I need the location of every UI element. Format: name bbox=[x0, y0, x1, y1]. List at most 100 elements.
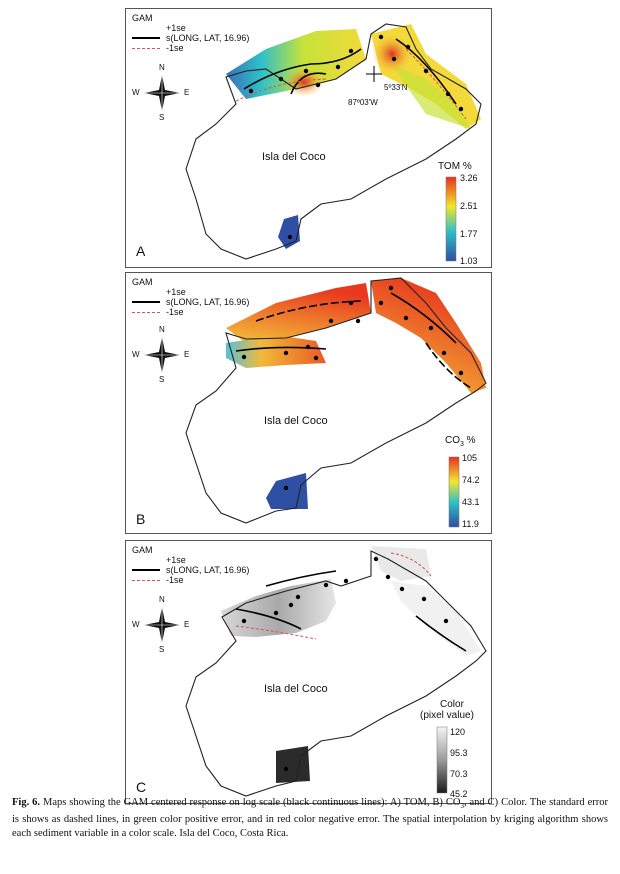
scale-label: 95.3 bbox=[450, 748, 468, 758]
kriging-surface bbox=[391, 581, 481, 656]
kriging-surface bbox=[266, 473, 308, 509]
compass-n: N bbox=[159, 325, 165, 334]
kriging-surface bbox=[221, 579, 336, 637]
color-scale-bar bbox=[445, 176, 457, 262]
legend-title: GAM bbox=[132, 545, 153, 555]
caption-label: Fig. 6. bbox=[12, 797, 41, 808]
coord-long: 87º03'W bbox=[348, 98, 378, 107]
kriging-surface bbox=[371, 278, 486, 393]
island-label: Isla del Coco bbox=[264, 683, 328, 695]
scale-label: 1.77 bbox=[460, 229, 478, 239]
color-scale-bar bbox=[436, 726, 448, 794]
sample-points bbox=[241, 285, 464, 491]
map-c bbox=[185, 546, 487, 797]
caption-text-1: Maps showing the GAM centered response o… bbox=[40, 797, 461, 808]
compass-s: S bbox=[159, 375, 165, 384]
scale-title: Color bbox=[440, 699, 464, 710]
caption-sub: 3 bbox=[460, 802, 464, 811]
gam-legend: GAM +1se s(LONG, LAT, 16.96) -1se bbox=[132, 13, 249, 53]
compass-rose: N S W E bbox=[132, 325, 189, 384]
island-outline bbox=[185, 277, 487, 524]
compass-w: W bbox=[132, 88, 140, 97]
scale-label: 70.3 bbox=[450, 769, 468, 779]
minus-se-line bbox=[405, 48, 467, 120]
compass-w: W bbox=[132, 620, 140, 629]
scale-label: 43.1 bbox=[462, 497, 480, 507]
color-scale: Color (pixel value) 120 95.3 70.3 45.2 bbox=[420, 697, 491, 801]
gam-fit-line bbox=[235, 608, 302, 630]
sample-points bbox=[241, 556, 449, 772]
compass-n: N bbox=[159, 595, 165, 604]
compass-star-icon bbox=[144, 337, 180, 373]
hotspot bbox=[284, 67, 324, 97]
legend-minus-se: -1se bbox=[166, 575, 184, 585]
panel-letter: B bbox=[136, 511, 146, 527]
compass-s: S bbox=[159, 645, 165, 654]
compass-s: S bbox=[159, 113, 165, 122]
compass-rose: N S W E bbox=[132, 63, 189, 122]
legend-minus-se: -1se bbox=[166, 43, 184, 53]
island-outline bbox=[185, 23, 482, 260]
scale-label: 11.9 bbox=[462, 519, 479, 529]
legend-fit: s(LONG, LAT, 16.96) bbox=[166, 565, 250, 575]
color-scale: TOM % 3.26 2.51 1.77 1.03 bbox=[438, 161, 491, 266]
legend-plus-se: +1se bbox=[166, 287, 186, 297]
figure-caption: Fig. 6. Maps showing the GAM centered re… bbox=[12, 796, 608, 841]
gam-legend: GAM +1se s(LONG, LAT, 16.96) -1se bbox=[132, 545, 249, 585]
panel-letter: C bbox=[136, 779, 147, 795]
kriging-surface bbox=[226, 335, 326, 368]
scale-label: 2.51 bbox=[460, 201, 478, 211]
scale-label: 45.2 bbox=[450, 789, 468, 799]
kriging-surface bbox=[371, 546, 431, 581]
compass-star-icon bbox=[144, 607, 180, 643]
legend-plus-se: +1se bbox=[166, 555, 186, 565]
island-label: Isla del Coco bbox=[264, 415, 328, 427]
map-a bbox=[185, 23, 482, 262]
compass-e: E bbox=[184, 350, 190, 359]
gam-fit-line bbox=[425, 342, 472, 389]
scale-title-main: CO bbox=[445, 435, 460, 446]
scale-title-sub: 3 bbox=[460, 441, 464, 448]
scale-title: TOM % bbox=[438, 161, 472, 172]
legend-fit: s(LONG, LAT, 16.96) bbox=[166, 297, 250, 307]
scale-label: 3.26 bbox=[460, 173, 478, 183]
compass-e: E bbox=[184, 88, 190, 97]
color-scale: CO3 % 105 74.2 43.1 11.9 bbox=[445, 435, 491, 531]
hotspot bbox=[372, 34, 412, 74]
gam-fit-line bbox=[243, 48, 362, 90]
kriging-surface bbox=[276, 746, 310, 783]
coord-lat: 5º33'N bbox=[384, 83, 408, 92]
legend-title: GAM bbox=[132, 13, 153, 23]
scale-title: CO3 % bbox=[445, 435, 476, 448]
scale-title-unit: % bbox=[463, 435, 476, 446]
minus-se-line bbox=[235, 625, 317, 640]
kriging-surface bbox=[278, 215, 300, 249]
gam-fit-line bbox=[415, 615, 467, 652]
legend-title: GAM bbox=[132, 277, 153, 287]
scale-label: 120 bbox=[450, 727, 466, 737]
map-b bbox=[185, 277, 487, 528]
compass-e: E bbox=[184, 620, 190, 629]
panel-letter: A bbox=[136, 243, 146, 259]
gam-fit-line bbox=[395, 38, 457, 105]
island-outline bbox=[185, 550, 487, 797]
color-scale-bar bbox=[448, 456, 460, 528]
compass-n: N bbox=[159, 63, 165, 72]
gam-fit-line bbox=[290, 72, 327, 95]
scale-label: 74.2 bbox=[462, 475, 480, 485]
panel-b: GAM +1se s(LONG, LAT, 16.96) -1se N S W … bbox=[125, 272, 492, 534]
scale-label: 1.03 bbox=[460, 256, 478, 266]
scale-label: 105 bbox=[462, 453, 478, 463]
gam-fit-line bbox=[265, 570, 337, 587]
legend-minus-se: -1se bbox=[166, 307, 184, 317]
compass-star-icon bbox=[144, 75, 180, 111]
gam-fit-line bbox=[390, 292, 457, 344]
scale-subtitle: (pixel value) bbox=[420, 710, 474, 721]
panel-c: GAM +1se s(LONG, LAT, 16.96) -1se N S W … bbox=[125, 540, 492, 804]
kriging-surface bbox=[226, 283, 371, 343]
island-label: Isla del Coco bbox=[262, 151, 326, 163]
sample-points bbox=[248, 34, 464, 240]
legend-fit: s(LONG, LAT, 16.96) bbox=[166, 33, 250, 43]
compass-w: W bbox=[132, 350, 140, 359]
gam-fit-line bbox=[235, 346, 327, 352]
